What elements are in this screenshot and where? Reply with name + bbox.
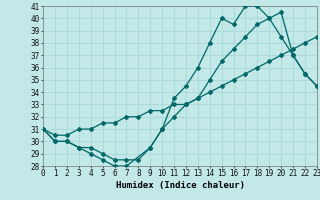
X-axis label: Humidex (Indice chaleur): Humidex (Indice chaleur) xyxy=(116,181,244,190)
